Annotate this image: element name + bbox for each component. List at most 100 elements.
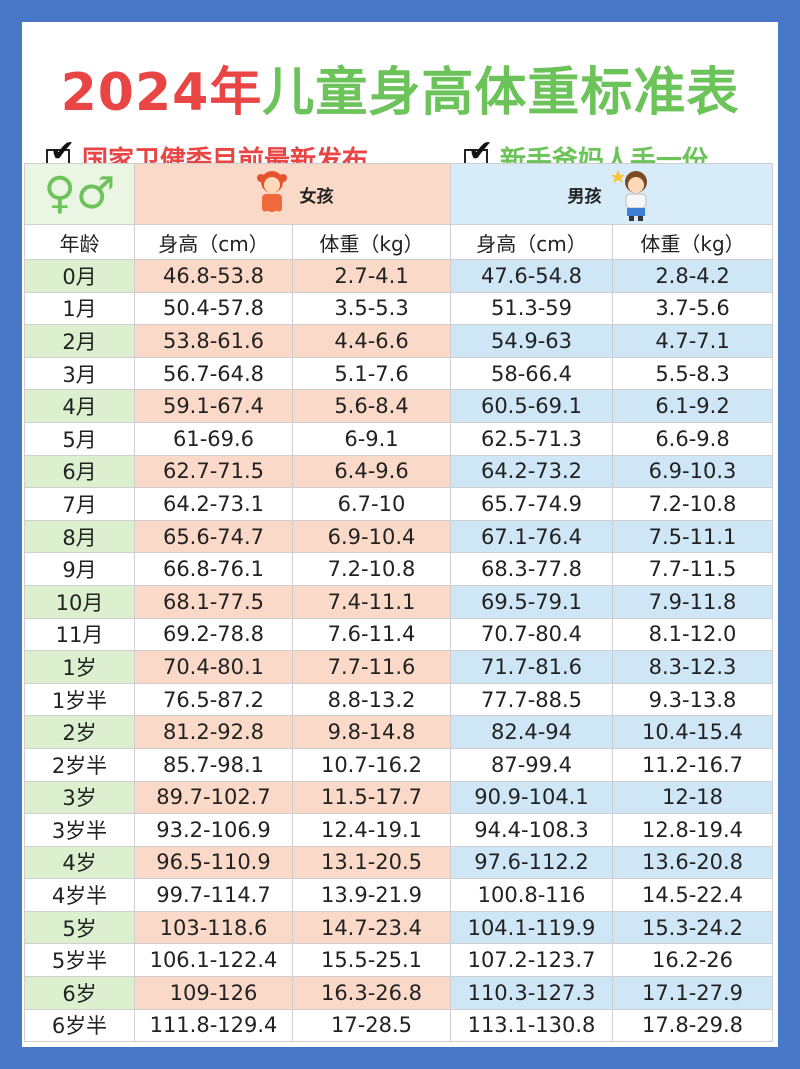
girl-height-cell: 103-118.6: [134, 910, 293, 945]
age-cell: 0月: [24, 259, 135, 293]
girl-height-cell: 59.1-67.4: [134, 389, 293, 423]
boy-weight-cell: 14.5-22.4: [612, 878, 773, 912]
boy-weight-cell: 6.6-9.8: [612, 421, 773, 456]
girl-weight-cell: 14.7-23.4: [292, 910, 451, 945]
boy-avatar-icon: [610, 170, 647, 221]
age-cell: 1月: [24, 291, 135, 326]
table-row: 4岁 96.5-110.9 13.1-20.5 97.6-112.2 13.6-20.8: [24, 845, 773, 880]
gender-icon-cell: ♀♂: [24, 163, 135, 225]
boy-weight-cell: 15.3-24.2: [612, 910, 773, 945]
table-row: 4岁半 99.7-114.7 13.9-21.9 100.8-116 14.5-22.4: [24, 878, 773, 912]
girl-weight-cell: 7.6-11.4: [292, 617, 451, 652]
boy-height-cell: 90.9-104.1: [450, 780, 613, 815]
boy-weight-cell: 7.5-11.1: [612, 519, 773, 554]
age-cell: 9月: [24, 552, 135, 586]
boy-weight-cell: 6.9-10.3: [612, 454, 773, 489]
girl-height-cell: 93.2-106.9: [134, 813, 293, 847]
table-row: 1岁半 76.5-87.2 8.8-13.2 77.7-88.5 9.3-13.8: [24, 682, 773, 717]
girl-weight-cell: 2.7-4.1: [292, 259, 451, 293]
boy-height-cell: 77.7-88.5: [450, 682, 613, 717]
boy-weight-cell: 7.2-10.8: [612, 487, 773, 521]
girl-header: 女孩: [134, 163, 451, 225]
age-cell: 2月: [24, 324, 135, 358]
girl-avatar-icon: [256, 171, 287, 218]
table-row: 3岁 89.7-102.7 11.5-17.7 90.9-104.1 12-18: [24, 780, 773, 815]
girl-weight-cell: 4.4-6.6: [292, 324, 451, 358]
boy-height-cell: 67.1-76.4: [450, 519, 613, 554]
boy-weight-cell: 16.2-26: [612, 943, 773, 978]
table-row: 1月 50.4-57.8 3.5-5.3 51.3-59 3.7-5.6: [24, 291, 773, 326]
boy-weight-cell: 17.8-29.8: [612, 1008, 773, 1043]
boy-weight-cell: 5.5-8.3: [612, 356, 773, 391]
girl-weight-cell: 5.6-8.4: [292, 389, 451, 423]
boy-height-cell: 70.7-80.4: [450, 617, 613, 652]
boy-height-cell: 60.5-69.1: [450, 389, 613, 423]
age-cell: 5岁半: [24, 943, 135, 978]
boy-height-cell: 54.9-63: [450, 324, 613, 358]
age-cell: 6月: [24, 454, 135, 489]
age-cell: 7月: [24, 487, 135, 521]
boy-height-cell: 62.5-71.3: [450, 421, 613, 456]
girl-weight-cell: 13.9-21.9: [292, 878, 451, 912]
age-cell: 2岁半: [24, 747, 135, 782]
age-cell: 3岁: [24, 780, 135, 815]
girl-height-cell: 111.8-129.4: [134, 1008, 293, 1043]
girl-height-cell: 65.6-74.7: [134, 519, 293, 554]
girl-height-cell: 61-69.6: [134, 421, 293, 456]
boy-height-cell: 97.6-112.2: [450, 845, 613, 880]
col-girl-weight: 体重（kg）: [292, 224, 451, 260]
col-boy-weight: 体重（kg）: [612, 224, 773, 260]
girl-weight-cell: 13.1-20.5: [292, 845, 451, 880]
girl-weight-cell: 17-28.5: [292, 1008, 451, 1043]
boy-height-cell: 58-66.4: [450, 356, 613, 391]
title-year: 2024年: [60, 63, 263, 123]
age-cell: 6岁: [24, 976, 135, 1010]
girl-height-cell: 85.7-98.1: [134, 747, 293, 782]
table-row: 6月 62.7-71.5 6.4-9.6 64.2-73.2 6.9-10.3: [24, 454, 773, 489]
table-row: 9月 66.8-76.1 7.2-10.8 68.3-77.8 7.7-11.5: [24, 552, 773, 586]
girl-weight-cell: 7.4-11.1: [292, 584, 451, 619]
girl-weight-cell: 3.5-5.3: [292, 291, 451, 326]
girl-weight-cell: 8.8-13.2: [292, 682, 451, 717]
girl-weight-cell: 15.5-25.1: [292, 943, 451, 978]
girl-height-cell: 68.1-77.5: [134, 584, 293, 619]
boy-height-cell: 110.3-127.3: [450, 976, 613, 1010]
age-cell: 3月: [24, 356, 135, 391]
boy-height-cell: 94.4-108.3: [450, 813, 613, 847]
age-cell: 4岁半: [24, 878, 135, 912]
age-cell: 1岁: [24, 650, 135, 684]
boy-height-cell: 64.2-73.2: [450, 454, 613, 489]
boy-height-cell: 71.7-81.6: [450, 650, 613, 684]
col-age: 年龄: [24, 224, 135, 260]
girl-height-cell: 96.5-110.9: [134, 845, 293, 880]
boy-height-cell: 82.4-94: [450, 715, 613, 749]
growth-table: ♀♂ 女孩 男孩: [24, 163, 773, 1043]
col-boy-height: 身高（cm）: [450, 224, 613, 260]
table-row: 11月 69.2-78.8 7.6-11.4 70.7-80.4 8.1-12.0: [24, 617, 773, 652]
age-cell: 5月: [24, 421, 135, 456]
girl-weight-cell: 16.3-26.8: [292, 976, 451, 1010]
table-row: 6岁半 111.8-129.4 17-28.5 113.1-130.8 17.8-29.…: [24, 1008, 773, 1043]
boy-height-cell: 113.1-130.8: [450, 1008, 613, 1043]
table-row: 2岁 81.2-92.8 9.8-14.8 82.4-94 10.4-15.4: [24, 715, 773, 749]
girl-height-cell: 89.7-102.7: [134, 780, 293, 815]
girl-label: 女孩: [299, 186, 334, 207]
boy-header: 男孩: [450, 163, 773, 225]
girl-weight-cell: 6.7-10: [292, 487, 451, 521]
boy-weight-cell: 2.8-4.2: [612, 259, 773, 293]
gender-icon: ♀♂: [43, 168, 116, 219]
girl-height-cell: 76.5-87.2: [134, 682, 293, 717]
girl-height-cell: 81.2-92.8: [134, 715, 293, 749]
girl-height-cell: 46.8-53.8: [134, 259, 293, 293]
table-row: 6岁 109-126 16.3-26.8 110.3-127.3 17.1-27.9: [24, 976, 773, 1010]
girl-height-cell: 66.8-76.1: [134, 552, 293, 586]
age-cell: 5岁: [24, 910, 135, 945]
boy-label: 男孩: [567, 186, 602, 207]
girl-weight-cell: 7.2-10.8: [292, 552, 451, 586]
age-cell: 4月: [24, 389, 135, 423]
table-row: 0月 46.8-53.8 2.7-4.1 47.6-54.8 2.8-4.2: [24, 259, 773, 293]
girl-weight-cell: 10.7-16.2: [292, 747, 451, 782]
boy-weight-cell: 4.7-7.1: [612, 324, 773, 358]
girl-height-cell: 70.4-80.1: [134, 650, 293, 684]
age-cell: 4岁: [24, 845, 135, 880]
